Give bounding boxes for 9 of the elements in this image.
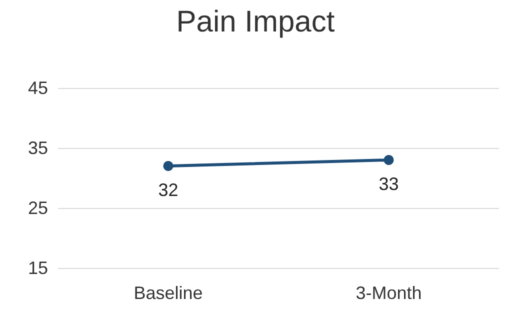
y-tick-label: 25	[28, 198, 48, 218]
y-tick-label: 15	[28, 258, 48, 278]
x-tick-label: Baseline	[134, 283, 203, 303]
x-tick-label: 3-Month	[356, 283, 422, 303]
data-label: 32	[158, 180, 178, 200]
data-label: 33	[378, 174, 399, 194]
chart-title: Pain Impact	[176, 6, 336, 38]
y-tick-label: 45	[28, 78, 48, 98]
y-tick-label: 35	[28, 138, 48, 158]
